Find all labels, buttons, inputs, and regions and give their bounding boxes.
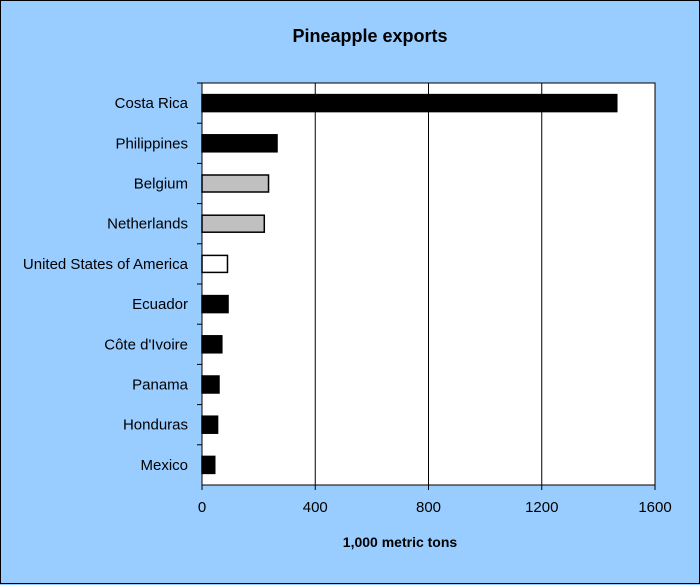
gridlines [314,83,543,485]
x-axis-label: 1,000 metric tons [343,534,458,550]
bar [201,455,216,475]
category-label: Philippines [115,135,188,152]
x-tick-label: 1200 [525,499,558,516]
category-label: Honduras [123,417,188,434]
category-label: Belgium [134,176,188,193]
x-tick-label: 800 [416,499,441,516]
category-label: Ecuador [132,296,188,313]
bar [201,415,219,434]
bar [201,375,220,394]
category-label: United States of America [23,256,189,273]
category-label: Côte d'Ivoire [104,336,188,353]
bar [201,335,223,354]
category-labels: Costa Rica Philippines Belgium Netherlands U… [23,82,202,474]
x-tick-label: 0 [198,499,206,516]
bar [201,254,229,274]
category-label: Panama [132,377,189,394]
bar [201,134,278,153]
category-label: Mexico [140,457,188,474]
x-tick-label: 400 [303,499,328,516]
bar [201,93,618,113]
chart-title: Pineapple exports [292,26,447,46]
bars [201,93,618,475]
bar [201,294,229,314]
x-tick-label: 1600 [638,499,671,516]
bar [201,214,266,233]
bar [201,174,270,193]
x-tick-labels: 0 400 800 1200 1600 [198,485,672,516]
category-label: Netherlands [107,216,188,233]
category-label: Costa Rica [115,95,189,112]
